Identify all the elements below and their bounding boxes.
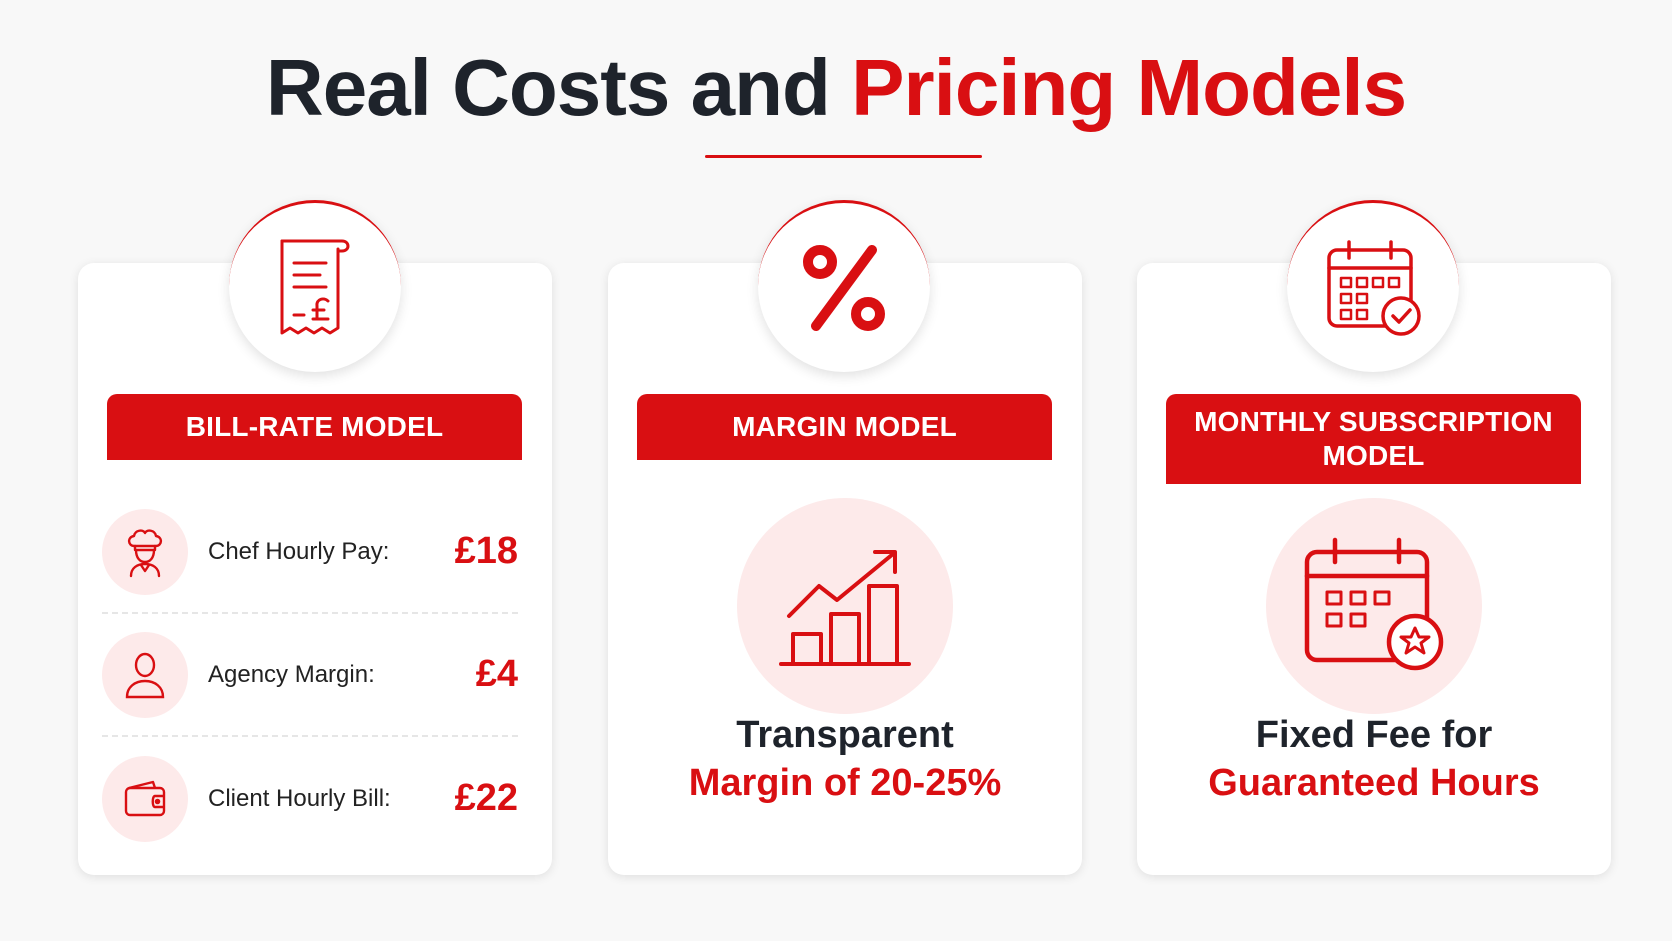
title-dark-part: Real Costs and [265, 43, 831, 132]
row-value: £18 [454, 530, 518, 572]
title-red-part: Pricing Models [851, 43, 1407, 132]
calendar-star-icon [1266, 498, 1482, 714]
cost-rows: Chef Hourly Pay: £18 Agency Margin: £4 [102, 491, 518, 860]
receipt-pound-icon [229, 200, 401, 372]
subscription-card: MONTHLY SUBSCRIPTION MODEL Fixed Fee for… [1137, 263, 1611, 875]
margin-caption: Transparent Margin of 20-25% [608, 711, 1082, 807]
page-title: Real Costs and Pricing Models [0, 38, 1672, 138]
chef-icon [102, 508, 188, 595]
caption-line-2: Guaranteed Hours [1208, 762, 1540, 804]
list-item: Agency Margin: £4 [102, 614, 518, 737]
caption-line-1: Fixed Fee for [1255, 714, 1493, 756]
card-banner: MONTHLY SUBSCRIPTION MODEL [1166, 394, 1581, 484]
growth-chart-icon [737, 498, 953, 714]
list-item: Client Hourly Bill: £22 [102, 737, 518, 860]
person-icon [102, 631, 188, 718]
list-item: Chef Hourly Pay: £18 [102, 491, 518, 614]
row-label: Client Hourly Bill: [208, 784, 391, 812]
row-value: £4 [475, 653, 518, 695]
row-value: £22 [454, 777, 518, 819]
percent-icon [758, 200, 930, 372]
row-label: Agency Margin: [208, 660, 375, 688]
card-banner: MARGIN MODEL [637, 394, 1052, 460]
caption-line-1: Transparent [736, 714, 954, 756]
calendar-check-icon [1287, 200, 1459, 372]
wallet-icon [102, 755, 188, 842]
subscription-caption: Fixed Fee for Guaranteed Hours [1137, 711, 1611, 807]
card-banner: BILL-RATE MODEL [107, 394, 522, 460]
title-underline [705, 155, 982, 158]
caption-line-2: Margin of 20-25% [688, 762, 1002, 804]
row-label: Chef Hourly Pay: [208, 537, 390, 565]
